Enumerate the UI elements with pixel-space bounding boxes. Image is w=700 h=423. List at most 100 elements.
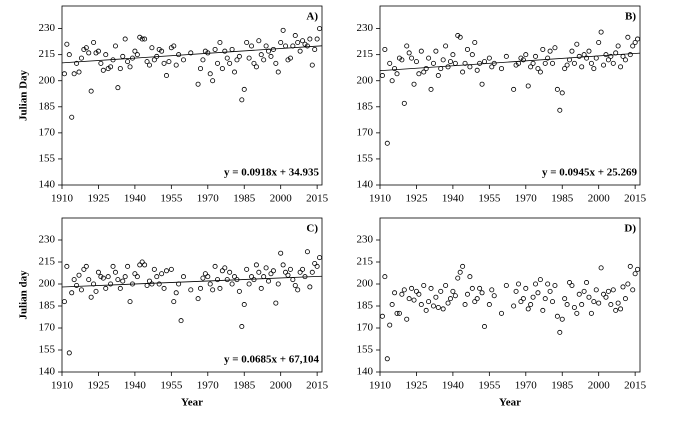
point (295, 287, 301, 293)
point (423, 307, 429, 313)
point (195, 296, 201, 302)
point (307, 36, 313, 42)
point (163, 268, 169, 274)
point (146, 62, 152, 68)
point (297, 48, 303, 54)
point (550, 299, 556, 305)
trend-equation: y = 0.0945x + 25.269 (542, 167, 638, 179)
point (273, 60, 279, 66)
point (567, 280, 573, 286)
point (525, 306, 531, 312)
point (217, 285, 223, 291)
point (413, 59, 419, 65)
point (74, 60, 80, 66)
point (562, 296, 568, 302)
point (625, 34, 631, 40)
y-tick-label: 230 (357, 234, 374, 246)
point (137, 262, 143, 268)
point (275, 281, 281, 287)
point (256, 269, 262, 275)
point (81, 266, 87, 272)
point (253, 64, 259, 70)
point (479, 81, 485, 87)
point (151, 266, 157, 272)
point (598, 265, 604, 271)
point (523, 285, 529, 291)
point (574, 310, 580, 316)
point (430, 303, 436, 309)
point (98, 60, 104, 66)
point (246, 55, 252, 61)
point (460, 263, 466, 269)
point (428, 86, 434, 92)
x-tick-label: 2015 (624, 380, 647, 392)
point (83, 45, 89, 51)
panel-label: D) (624, 223, 636, 235)
point (78, 287, 84, 293)
point (389, 78, 395, 84)
point (227, 269, 233, 275)
point (445, 300, 451, 306)
point (144, 59, 150, 65)
point (379, 73, 385, 79)
point (438, 288, 444, 294)
point (108, 281, 114, 287)
point (154, 53, 160, 59)
point (516, 281, 522, 287)
x-tick-label: 1940 (124, 193, 147, 205)
point (207, 281, 213, 287)
point (610, 287, 616, 293)
point (409, 285, 415, 291)
point (457, 269, 463, 275)
point (161, 285, 167, 291)
point (304, 43, 310, 49)
point (239, 97, 245, 103)
point (452, 293, 458, 299)
point (404, 43, 410, 49)
point (224, 55, 230, 61)
plot-frame (61, 5, 323, 186)
y-tick-label: 185 (357, 300, 374, 312)
point (110, 57, 116, 63)
point (620, 284, 626, 290)
point (280, 27, 286, 33)
point (287, 55, 293, 61)
point (69, 114, 75, 120)
point (224, 277, 230, 283)
point (416, 291, 422, 297)
y-tick-label: 215 (39, 256, 56, 268)
point (290, 43, 296, 49)
point (472, 299, 478, 305)
point (69, 290, 75, 296)
point (384, 356, 390, 362)
point (66, 350, 72, 356)
point (86, 50, 92, 56)
point (117, 285, 123, 291)
point (608, 53, 614, 59)
point (154, 274, 160, 280)
x-tick-label: 1925 (87, 380, 110, 392)
point (423, 66, 429, 72)
point (559, 90, 565, 96)
point (557, 107, 563, 113)
point (574, 41, 580, 47)
point (591, 299, 597, 305)
x-tick-label: 1925 (405, 193, 428, 205)
point (309, 269, 315, 275)
y-tick-label: 155 (357, 152, 374, 164)
panel-label: A) (306, 11, 318, 23)
point (479, 290, 485, 296)
point (258, 285, 264, 291)
point (443, 282, 449, 288)
x-tick-label: 1955 (160, 193, 183, 205)
point (433, 48, 439, 54)
point (411, 81, 417, 87)
point (481, 59, 487, 65)
trend-line (379, 52, 641, 72)
point (467, 274, 473, 280)
point (593, 287, 599, 293)
point (253, 262, 259, 268)
point (613, 307, 619, 313)
